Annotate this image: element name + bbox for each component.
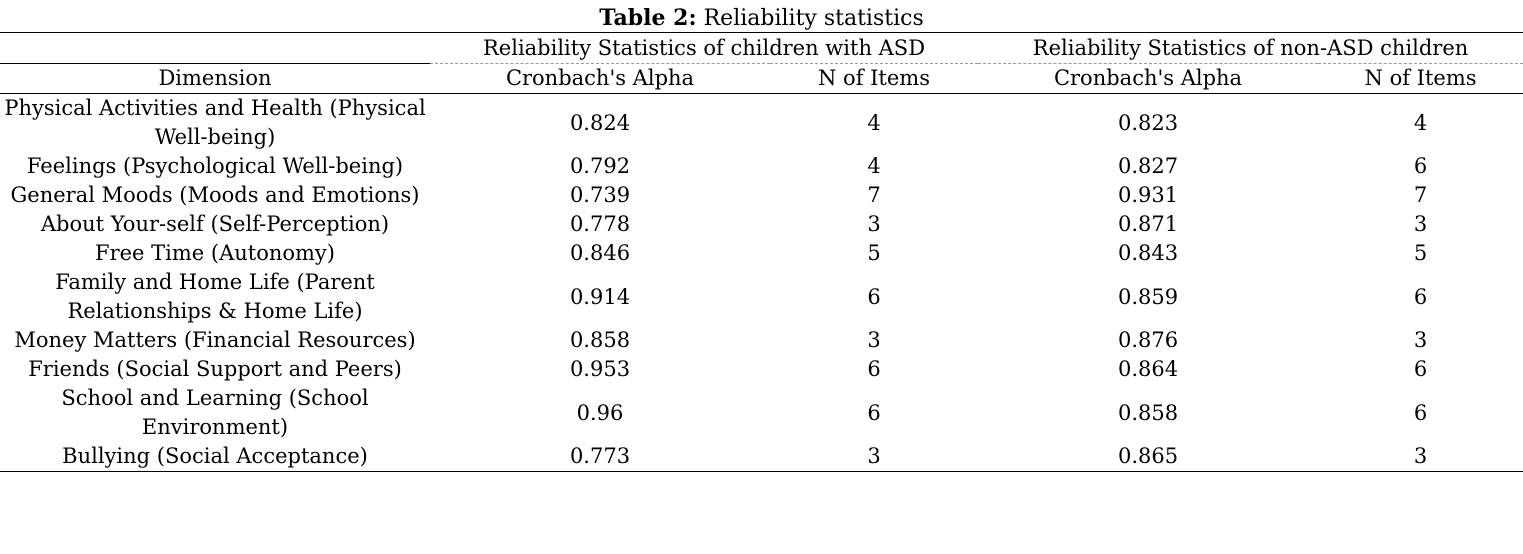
column-header-asd-alpha: Cronbach's Alpha xyxy=(430,63,770,94)
table-row: General Moods (Moods and Emotions) 0.739 7… xyxy=(0,181,1523,210)
cell-non-asd-alpha: 0.876 xyxy=(1117,328,1179,352)
table-row: Money Matters (Financial Resources) 0.858… xyxy=(0,326,1523,355)
cell-non-asd-items: 3 xyxy=(1413,328,1428,352)
table-row: About Your-self (Self-Perception) 0.778 3 0… xyxy=(0,210,1523,239)
reliability-table: Reliability Statistics of children with … xyxy=(0,32,1523,472)
cell-asd-alpha: 0.858 xyxy=(569,328,631,352)
cell-dimension: Money Matters (Financial Resources) xyxy=(14,328,416,352)
cell-non-asd-items: 7 xyxy=(1413,183,1428,207)
cell-asd-alpha: 0.773 xyxy=(430,442,770,472)
cell-asd-alpha: 0.792 xyxy=(569,154,631,178)
cell-dimension: Free Time (Autonomy) xyxy=(95,241,335,265)
cell-non-asd-items: 3 xyxy=(1318,442,1523,472)
cell-non-asd-items: 3 xyxy=(1413,212,1428,236)
cell-asd-alpha: 0.96 xyxy=(576,400,624,425)
table-row: Feelings (Psychological Well-being) 0.792… xyxy=(0,152,1523,181)
group-header-non-asd: Reliability Statistics of non-ASD childr… xyxy=(978,32,1523,64)
cell-dimension: Bullying (Social Acceptance) xyxy=(0,442,430,472)
cell-non-asd-alpha: 0.843 xyxy=(1117,241,1179,265)
table-row: School and Learning (School Environment)… xyxy=(0,384,1523,442)
column-header-non-asd-items: N of Items xyxy=(1318,63,1523,94)
cell-dimension: General Moods (Moods and Emotions) xyxy=(10,183,420,207)
cell-non-asd-items: 4 xyxy=(1318,93,1523,152)
cell-asd-items: 4 xyxy=(770,93,979,152)
column-header-dimension: Dimension xyxy=(0,63,430,94)
cell-non-asd-items: 6 xyxy=(1413,284,1428,309)
cell-non-asd-items: 6 xyxy=(1413,400,1428,425)
cell-dimension: Friends (Social Support and Peers) xyxy=(28,357,402,381)
cell-dimension: About Your-self (Self-Perception) xyxy=(40,212,390,236)
cell-non-asd-alpha: 0.871 xyxy=(1117,212,1179,236)
cell-asd-alpha: 0.824 xyxy=(430,93,770,152)
table-row: Friends (Social Support and Peers) 0.953 6… xyxy=(0,355,1523,384)
table-body: Physical Activities and Health (Physical… xyxy=(0,93,1523,472)
cell-asd-alpha: 0.846 xyxy=(569,241,631,265)
cell-asd-items: 3 xyxy=(867,328,881,352)
cell-non-asd-items: 6 xyxy=(1413,357,1428,381)
cell-non-asd-alpha: 0.827 xyxy=(1117,154,1179,178)
cell-non-asd-alpha: 0.931 xyxy=(1117,183,1179,207)
table-row: Free Time (Autonomy) 0.846 5 0.843 5 xyxy=(0,239,1523,268)
cell-non-asd-alpha: 0.858 xyxy=(1117,400,1179,425)
cell-asd-items: 6 xyxy=(867,400,881,425)
table-header: Reliability Statistics of children with … xyxy=(0,32,1523,94)
cell-non-asd-items: 6 xyxy=(1413,154,1428,178)
table-row: Physical Activities and Health (Physical… xyxy=(0,93,1523,152)
cell-non-asd-alpha: 0.823 xyxy=(978,93,1319,152)
cell-asd-alpha: 0.739 xyxy=(569,183,631,207)
table-row: Family and Home Life (Parent Relationshi… xyxy=(0,268,1523,326)
group-header-blank xyxy=(0,32,430,64)
table-caption: Table 2: Reliability statistics xyxy=(0,4,1523,32)
group-header-row: Reliability Statistics of children with … xyxy=(0,32,1523,64)
cell-dimension: Family and Home Life (Parent Relationshi… xyxy=(55,270,375,323)
cell-asd-items: 6 xyxy=(867,357,881,381)
cell-non-asd-items: 5 xyxy=(1413,241,1428,265)
cell-asd-alpha: 0.778 xyxy=(569,212,631,236)
cell-dimension: Feelings (Psychological Well-being) xyxy=(26,154,404,178)
cell-asd-items: 7 xyxy=(867,183,881,207)
cell-asd-alpha: 0.914 xyxy=(569,284,631,309)
column-header-row: Dimension Cronbach's Alpha N of Items Cr… xyxy=(0,63,1523,94)
cell-asd-alpha: 0.953 xyxy=(569,357,631,381)
cell-non-asd-alpha: 0.864 xyxy=(1117,357,1179,381)
cell-asd-items: 3 xyxy=(867,212,881,236)
cell-asd-items: 5 xyxy=(867,241,881,265)
group-header-asd: Reliability Statistics of children with … xyxy=(430,32,979,64)
cell-non-asd-alpha: 0.865 xyxy=(978,442,1319,472)
column-header-asd-items: N of Items xyxy=(770,63,979,94)
column-header-non-asd-alpha: Cronbach's Alpha xyxy=(978,63,1319,94)
cell-asd-items: 3 xyxy=(770,442,979,472)
cell-non-asd-alpha: 0.859 xyxy=(1117,284,1179,309)
cell-dimension: Physical Activities and Health (Physical… xyxy=(0,93,430,152)
table-caption-label: Table 2: xyxy=(599,5,697,31)
cell-asd-items: 4 xyxy=(867,154,881,178)
table-row: Bullying (Social Acceptance) 0.773 3 0.865 3 xyxy=(0,442,1523,472)
table-caption-title: Reliability statistics xyxy=(703,6,924,31)
cell-dimension: School and Learning (School Environment) xyxy=(61,386,369,439)
cell-asd-items: 6 xyxy=(867,284,881,309)
